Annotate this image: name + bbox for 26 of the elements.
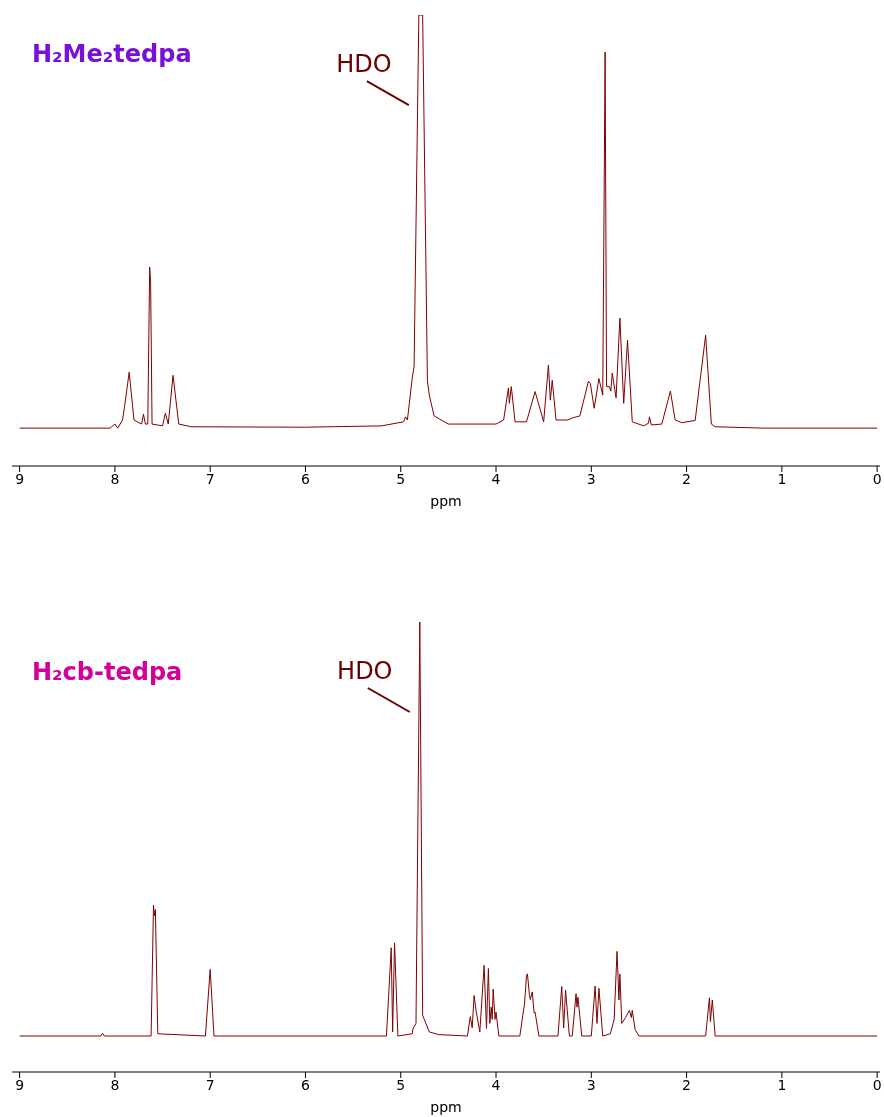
x-tick-label: 5 (396, 470, 406, 487)
x-tick-label: 0 (872, 1076, 882, 1093)
x-axis-title: ppm (430, 493, 462, 509)
x-tick-label: 7 (205, 1076, 215, 1093)
x-axis-title: ppm (430, 1099, 462, 1115)
x-tick-label: 1 (777, 1076, 787, 1093)
x-tick-label: 6 (301, 1076, 310, 1093)
annotation: HDO (337, 657, 393, 685)
x-tick-label: 5 (396, 1076, 406, 1093)
x-tick-label: 8 (110, 1076, 120, 1093)
x-tick-label: 0 (872, 470, 882, 487)
x-tick-label: 9 (15, 470, 25, 487)
x-tick-label: 6 (301, 470, 310, 487)
annotation: HDO (336, 50, 392, 79)
text: H₂cb-tedpa (32, 658, 183, 686)
x-tick-label: 4 (491, 470, 501, 487)
x-tick-label: 1 (777, 470, 787, 487)
x-tick-label: 8 (110, 470, 120, 487)
x-tick-label: 9 (15, 1076, 25, 1093)
x-tick-label: 3 (586, 1076, 596, 1093)
x-tick-label: 2 (682, 1076, 692, 1093)
x-tick-label: 7 (205, 470, 215, 487)
x-tick-label: 4 (491, 1076, 501, 1093)
x-tick-label: 2 (682, 470, 692, 487)
text: H₂Me₂tedpa (32, 40, 192, 68)
x-tick-label: 3 (586, 470, 596, 487)
